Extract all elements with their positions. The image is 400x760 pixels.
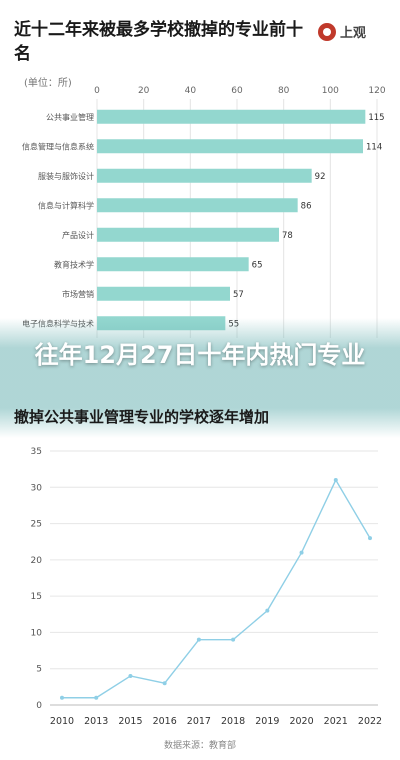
data-point xyxy=(265,608,270,613)
data-point xyxy=(196,637,201,642)
data-point xyxy=(368,536,372,541)
brand-name: 上观 xyxy=(340,26,367,41)
bar-value-label: 86 xyxy=(301,201,312,211)
brand-logo: 上观 xyxy=(318,22,366,41)
line-x-tick-label: 2016 xyxy=(153,716,177,727)
bar-x-tick-label: 40 xyxy=(185,86,197,96)
bar-x-tick-label: 100 xyxy=(322,86,339,96)
line-x-tick-label: 2020 xyxy=(289,716,313,727)
chart-title: 近十二年来被最多学校撤掉的专业前十名 xyxy=(14,20,303,64)
line-y-tick-label: 25 xyxy=(31,520,42,530)
data-point xyxy=(60,695,64,700)
bar xyxy=(97,139,363,154)
line-x-tick-label: 2015 xyxy=(118,716,142,727)
bar-category-label: 市场营销 xyxy=(62,289,94,299)
bar-value-label: 65 xyxy=(252,260,263,270)
bar-x-tick-label: 80 xyxy=(278,86,290,96)
bar-value-label: 115 xyxy=(368,113,384,123)
bar-category-label: 教育技术学 xyxy=(54,259,94,269)
bar xyxy=(97,227,279,242)
line-x-tick-label: 2018 xyxy=(221,716,245,727)
data-point xyxy=(333,478,338,483)
bar xyxy=(97,286,230,301)
headline-overlay xyxy=(0,318,400,438)
line-y-tick-label: 0 xyxy=(36,701,42,711)
line-y-tick-label: 30 xyxy=(31,483,43,493)
data-point xyxy=(162,681,167,686)
line-x-tick-label: 2013 xyxy=(84,716,108,727)
bar-x-tick-label: 20 xyxy=(138,86,150,96)
bar-x-tick-label: 120 xyxy=(368,86,385,96)
bar-value-label: 114 xyxy=(366,142,382,152)
data-point xyxy=(299,550,304,555)
line-y-tick-label: 10 xyxy=(31,628,43,638)
line-x-tick-label: 2017 xyxy=(187,716,211,727)
line-x-tick-label: 2021 xyxy=(324,716,348,727)
bar xyxy=(97,257,249,272)
source-note: 数据来源：教育部 xyxy=(163,741,236,751)
line-y-tick-label: 20 xyxy=(31,556,43,566)
bar-category-label: 产品设计 xyxy=(62,230,94,240)
bar-category-label: 信息管理与信息系统 xyxy=(22,141,94,151)
line-y-tick-label: 35 xyxy=(31,447,42,457)
bar xyxy=(97,198,298,213)
bar xyxy=(97,109,366,124)
bar-category-label: 服装与服饰设计 xyxy=(38,171,94,181)
line-x-tick-label: 2022 xyxy=(358,716,382,727)
line-x-tick-label: 2010 xyxy=(50,716,74,727)
headline: 往年12月27日十年内热门专业 xyxy=(34,341,366,369)
line-x-tick-label: 2019 xyxy=(255,716,279,727)
bar-value-label: 92 xyxy=(315,172,326,182)
data-point xyxy=(128,673,133,678)
line-chart-title: 撤掉公共事业管理专业的学校逐年增加 xyxy=(14,408,270,426)
bar-category-label: 公共事业管理 xyxy=(46,112,94,122)
series-line xyxy=(62,478,371,699)
line-y-tick-label: 5 xyxy=(36,665,42,675)
data-point xyxy=(94,695,99,700)
bar-value-label: 57 xyxy=(233,290,244,300)
bar xyxy=(97,168,312,183)
bar-category-label: 信息与计算科学 xyxy=(38,200,94,210)
unit-label: (单位：所) xyxy=(24,78,72,89)
line-y-tick-label: 15 xyxy=(31,592,42,602)
data-point xyxy=(231,637,236,642)
brand-icon xyxy=(318,22,336,41)
bar-x-tick-label: 0 xyxy=(94,86,100,96)
bar-x-tick-label: 60 xyxy=(231,86,243,96)
bar-chart: 0 20 40 60 80 100 120 公共事业管理 115 信息管理与信息系统 114 服装与服… xyxy=(22,86,386,338)
bar-value-label: 78 xyxy=(282,231,293,241)
